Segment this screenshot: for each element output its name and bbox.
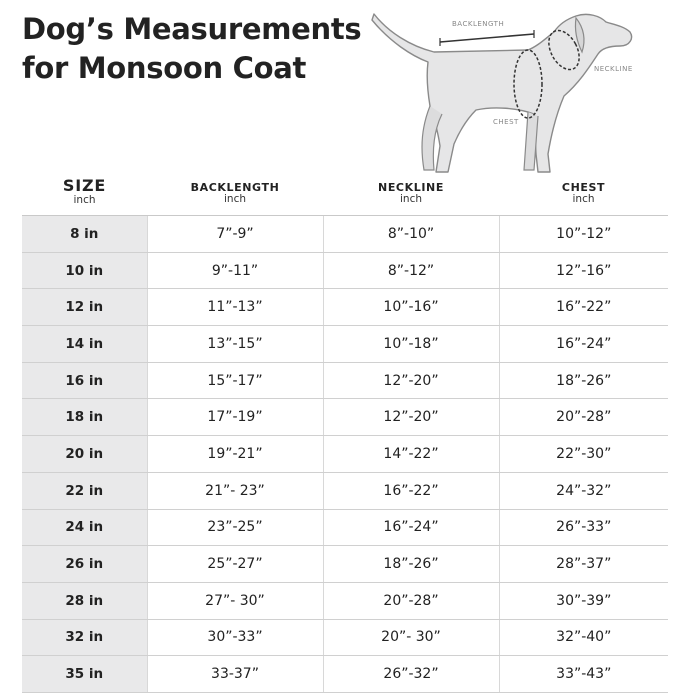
- table-row: 32 in 30”-33” 20”- 30” 32”-40”: [22, 619, 668, 657]
- neckline-cell: 8”-12”: [323, 252, 500, 290]
- table-row: 16 in 15”-17” 12”-20” 18”-26”: [22, 362, 668, 400]
- header-backlength: BACKLENGTH inch: [147, 176, 323, 214]
- table-row: 22 in 21”- 23” 16”-22” 24”-32”: [22, 472, 668, 510]
- neckline-cell: 14”-22”: [323, 435, 500, 473]
- diagram-label-backlength: BACKLENGTH: [452, 20, 504, 28]
- table-row: 12 in 11”-13” 10”-16” 16”-22”: [22, 288, 668, 327]
- neckline-cell: 16”-24”: [323, 509, 500, 547]
- chest-cell: 16”-22”: [499, 288, 668, 327]
- chest-cell: 26”-33”: [499, 509, 668, 547]
- backlength-cell: 13”-15”: [147, 325, 324, 363]
- neckline-cell: 16”-22”: [323, 472, 500, 510]
- header-backlength-unit: inch: [224, 193, 246, 205]
- size-cell: 20 in: [22, 435, 148, 473]
- dog-measurement-diagram: BACKLENGTH NECKLINE CHEST: [371, 13, 633, 173]
- size-table: 8 in 7”-9” 8”-10” 10”-12” 10 in 9”-11” 8”-12” 1…: [22, 216, 668, 693]
- dog-ear: [574, 16, 585, 54]
- size-cell: 26 in: [22, 545, 148, 583]
- neckline-cell: 20”- 30”: [323, 619, 500, 657]
- backlength-cell: 21”- 23”: [147, 472, 324, 510]
- backlength-cell: 25”-27”: [147, 545, 324, 583]
- chest-cell: 33”-43”: [499, 655, 668, 693]
- size-cell: 8 in: [22, 216, 148, 253]
- size-table-body: 8 in 7”-9” 8”-10” 10”-12” 10 in 9”-11” 8”-12” 1…: [22, 216, 668, 693]
- diagram-label-neckline: NECKLINE: [594, 65, 633, 73]
- backlength-cell: 33-37”: [147, 655, 324, 693]
- header-chest-unit: inch: [572, 193, 595, 205]
- chest-cell: 22”-30”: [499, 435, 668, 473]
- backlength-cell: 27”- 30”: [147, 582, 324, 620]
- size-cell: 32 in: [22, 619, 148, 657]
- backlength-cell: 17”-19”: [147, 398, 324, 437]
- diagram-label-chest: CHEST: [493, 118, 519, 126]
- backlength-cell: 19”-21”: [147, 435, 324, 473]
- chest-cell: 30”-39”: [499, 582, 668, 620]
- backlength-measure: [439, 33, 535, 43]
- title-line-2: for Monsoon Coat: [22, 51, 307, 85]
- header-size-unit: inch: [73, 194, 96, 206]
- dog-front-leg: [523, 111, 539, 171]
- table-row: 8 in 7”-9” 8”-10” 10”-12”: [22, 216, 668, 253]
- size-cell: 24 in: [22, 509, 148, 547]
- header-chest: CHEST inch: [499, 176, 668, 214]
- table-row: 26 in 25”-27” 18”-26” 28”-37”: [22, 545, 668, 583]
- dog-hind-leg: [421, 105, 443, 171]
- backlength-cell: 23”-25”: [147, 509, 324, 547]
- header-size-label: SIZE: [62, 176, 107, 195]
- chest-cell: 28”-37”: [499, 545, 668, 583]
- table-row: 28 in 27”- 30” 20”-28” 30”-39”: [22, 582, 668, 620]
- chest-cell: 16”-24”: [499, 325, 668, 363]
- title-line-1: Dog’s Measurements: [22, 12, 362, 46]
- size-cell: 16 in: [22, 362, 148, 400]
- table-row: 24 in 23”-25” 16”-24” 26”-33”: [22, 509, 668, 547]
- header-neckline-label: NECKLINE: [378, 181, 444, 194]
- size-cell: 35 in: [22, 655, 148, 693]
- table-row: 10 in 9”-11” 8”-12” 12”-16”: [22, 252, 668, 290]
- table-row: 20 in 19”-21” 14”-22” 22”-30”: [22, 435, 668, 473]
- header-backlength-label: BACKLENGTH: [190, 181, 280, 194]
- neckline-cell: 10”-18”: [323, 325, 500, 363]
- size-cell: 18 in: [22, 398, 148, 437]
- backlength-cell: 9”-11”: [147, 252, 324, 290]
- chest-cell: 18”-26”: [499, 362, 668, 400]
- neckline-cell: 8”-10”: [323, 216, 500, 253]
- chest-cell: 20”-28”: [499, 398, 668, 437]
- size-cell: 14 in: [22, 325, 148, 363]
- header-size: SIZE inch: [22, 176, 147, 214]
- chest-cell: 12”-16”: [499, 252, 668, 290]
- backlength-cell: 7”-9”: [147, 216, 324, 253]
- neckline-cell: 20”-28”: [323, 582, 500, 620]
- header-neckline: NECKLINE inch: [323, 176, 499, 214]
- backlength-cell: 15”-17”: [147, 362, 324, 400]
- table-row: 18 in 17”-19” 12”-20” 20”-28”: [22, 398, 668, 437]
- neckline-measure: [548, 29, 580, 71]
- size-cell: 28 in: [22, 582, 148, 620]
- neckline-cell: 18”-26”: [323, 545, 500, 583]
- dog-silhouette: [371, 13, 633, 173]
- chest-cell: 10”-12”: [499, 216, 668, 253]
- backlength-cell: 30”-33”: [147, 619, 324, 657]
- chest-measure: [513, 49, 543, 119]
- neckline-cell: 12”-20”: [323, 362, 500, 400]
- table-row: 35 in 33-37” 26”-32” 33”-43”: [22, 655, 668, 693]
- size-cell: 22 in: [22, 472, 148, 510]
- neckline-cell: 12”-20”: [323, 398, 500, 437]
- neckline-cell: 10”-16”: [323, 288, 500, 327]
- header-neckline-unit: inch: [400, 193, 422, 205]
- header-chest-label: CHEST: [561, 181, 606, 194]
- page-title: Dog’s Measurements for Monsoon Coat: [22, 10, 362, 88]
- size-cell: 10 in: [22, 252, 148, 290]
- neckline-cell: 26”-32”: [323, 655, 500, 693]
- backlength-cell: 11”-13”: [147, 288, 324, 327]
- header-divider: [22, 215, 668, 216]
- chest-cell: 24”-32”: [499, 472, 668, 510]
- chest-cell: 32”-40”: [499, 619, 668, 657]
- size-cell: 12 in: [22, 288, 148, 327]
- table-row: 14 in 13”-15” 10”-18” 16”-24”: [22, 325, 668, 363]
